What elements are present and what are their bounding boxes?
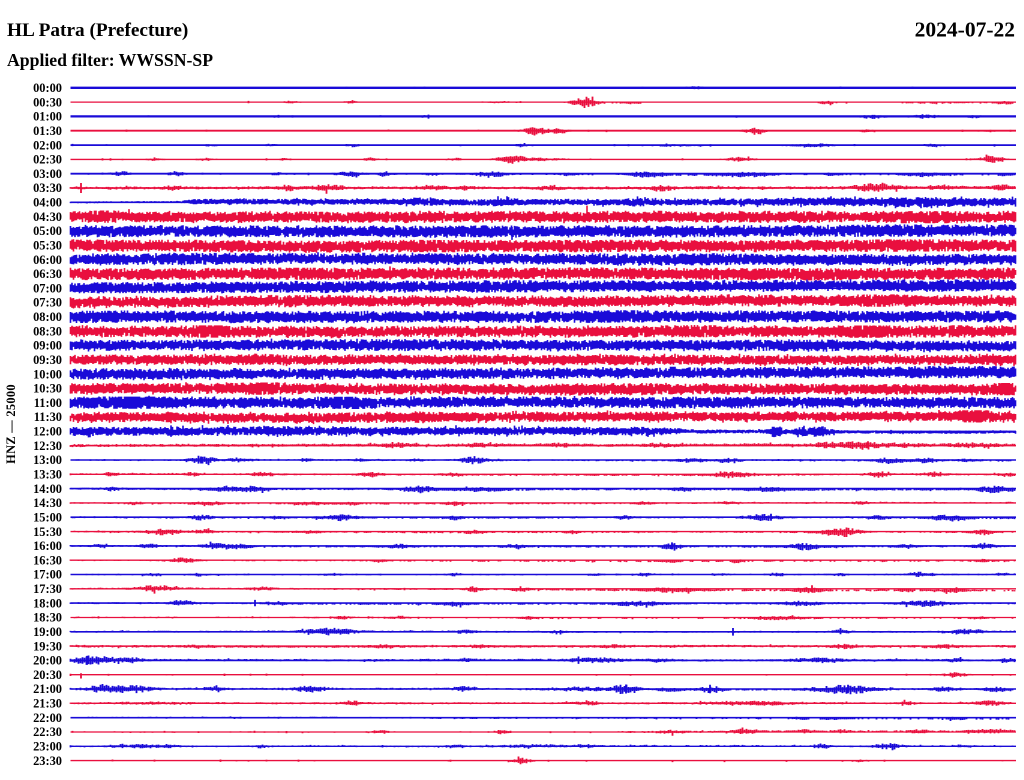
svg-text:22:00: 22:00 (33, 711, 62, 725)
svg-text:10:00: 10:00 (33, 367, 62, 381)
svg-text:HL Patra (Prefecture): HL Patra (Prefecture) (7, 20, 188, 41)
svg-text:11:30: 11:30 (34, 410, 62, 424)
svg-text:16:00: 16:00 (33, 539, 62, 553)
svg-text:17:30: 17:30 (33, 582, 62, 596)
svg-text:08:00: 08:00 (33, 310, 62, 324)
svg-text:22:30: 22:30 (33, 725, 62, 739)
svg-text:07:30: 07:30 (33, 296, 62, 310)
svg-text:21:00: 21:00 (33, 682, 62, 696)
svg-text:02:00: 02:00 (33, 138, 62, 152)
svg-text:06:00: 06:00 (33, 253, 62, 267)
svg-text:16:30: 16:30 (33, 553, 62, 567)
svg-text:23:30: 23:30 (33, 754, 62, 768)
svg-text:HNZ — 25000: HNZ — 25000 (4, 384, 18, 464)
svg-text:13:30: 13:30 (33, 468, 62, 482)
svg-text:10:30: 10:30 (33, 382, 62, 396)
svg-text:Applied filter: WWSSN-SP: Applied filter: WWSSN-SP (7, 50, 213, 70)
svg-text:20:00: 20:00 (33, 654, 62, 668)
svg-text:20:30: 20:30 (33, 668, 62, 682)
svg-text:14:00: 14:00 (33, 482, 62, 496)
svg-text:15:00: 15:00 (33, 511, 62, 525)
svg-text:14:30: 14:30 (33, 496, 62, 510)
svg-text:11:00: 11:00 (34, 396, 62, 410)
svg-text:06:30: 06:30 (33, 267, 62, 281)
svg-text:19:30: 19:30 (33, 639, 62, 653)
svg-text:07:00: 07:00 (33, 281, 62, 295)
svg-text:17:00: 17:00 (33, 568, 62, 582)
svg-text:2024-07-22: 2024-07-22 (915, 18, 1015, 42)
svg-text:04:00: 04:00 (33, 196, 62, 210)
svg-text:18:00: 18:00 (33, 596, 62, 610)
svg-text:05:00: 05:00 (33, 224, 62, 238)
svg-text:13:00: 13:00 (33, 453, 62, 467)
svg-text:04:30: 04:30 (33, 210, 62, 224)
svg-text:05:30: 05:30 (33, 239, 62, 253)
svg-text:21:30: 21:30 (33, 697, 62, 711)
svg-text:23:00: 23:00 (33, 740, 62, 754)
svg-text:12:30: 12:30 (33, 439, 62, 453)
svg-text:08:30: 08:30 (33, 324, 62, 338)
svg-text:00:30: 00:30 (33, 95, 62, 109)
svg-text:01:30: 01:30 (33, 124, 62, 138)
svg-text:03:30: 03:30 (33, 181, 62, 195)
svg-text:09:30: 09:30 (33, 353, 62, 367)
svg-text:09:00: 09:00 (33, 339, 62, 353)
svg-text:03:00: 03:00 (33, 167, 62, 181)
svg-text:18:30: 18:30 (33, 611, 62, 625)
svg-text:12:00: 12:00 (33, 425, 62, 439)
svg-text:01:00: 01:00 (33, 110, 62, 124)
svg-text:19:00: 19:00 (33, 625, 62, 639)
svg-text:15:30: 15:30 (33, 525, 62, 539)
svg-text:00:00: 00:00 (33, 81, 62, 95)
svg-text:02:30: 02:30 (33, 153, 62, 167)
